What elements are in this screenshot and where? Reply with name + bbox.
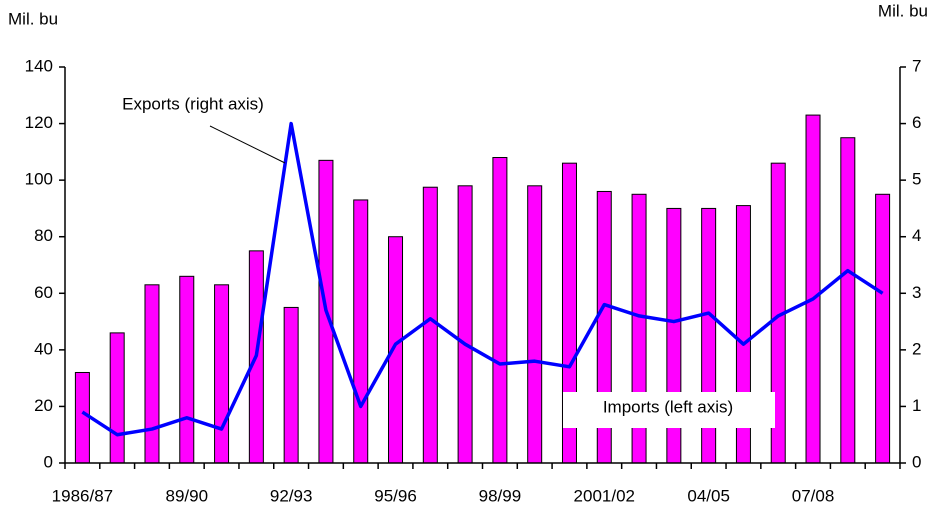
x-tick-label: 07/08 — [792, 486, 835, 505]
bar — [109, 332, 125, 464]
bar — [353, 199, 369, 464]
bar — [179, 275, 195, 464]
leader-line — [209, 125, 286, 164]
y-tick-label: 20 — [34, 396, 53, 415]
x-tick-label: 04/05 — [687, 486, 730, 505]
y2-tick-label: 1 — [912, 396, 921, 415]
y-tick-label: 100 — [25, 170, 53, 189]
x-tick-label: 1986/87 — [52, 486, 113, 505]
x-tick-label: 92/93 — [270, 486, 313, 505]
y-tick-label: 80 — [34, 226, 53, 245]
x-tick-label: 95/96 — [374, 486, 417, 505]
y2-tick-label: 2 — [912, 339, 921, 358]
x-tick-label: 89/90 — [165, 486, 208, 505]
bar — [144, 284, 160, 464]
y2-tick-label: 0 — [912, 452, 921, 471]
bar — [492, 157, 508, 464]
series-annotation: Imports (left axis) — [603, 397, 733, 416]
x-tick-label: 98/99 — [479, 486, 522, 505]
y2-tick-label: 3 — [912, 283, 921, 302]
y-tick-label: 0 — [44, 452, 53, 471]
y2-tick-label: 5 — [912, 170, 921, 189]
y-axis-label: Mil. bu — [8, 9, 58, 28]
bar — [875, 193, 891, 464]
y-tick-label: 60 — [34, 283, 53, 302]
y-tick-label: 40 — [34, 339, 53, 358]
y2-axis-label: Mil. bu — [878, 1, 928, 20]
y-tick-label: 140 — [25, 56, 53, 75]
x-tick-label: 2001/02 — [574, 486, 635, 505]
annotation-box — [563, 392, 775, 428]
bar — [214, 284, 230, 464]
y2-tick-label: 6 — [912, 113, 921, 132]
y2-tick-label: 7 — [912, 56, 921, 75]
y2-tick-label: 4 — [912, 226, 921, 245]
bar — [805, 114, 821, 464]
bar — [74, 371, 90, 464]
series-annotation: Exports (right axis) — [122, 94, 264, 113]
bar — [422, 186, 438, 464]
y-tick-label: 120 — [25, 113, 53, 132]
bar — [527, 185, 543, 464]
bar — [840, 137, 856, 464]
line — [81, 121, 884, 437]
bar — [457, 185, 473, 464]
bar — [283, 306, 299, 464]
